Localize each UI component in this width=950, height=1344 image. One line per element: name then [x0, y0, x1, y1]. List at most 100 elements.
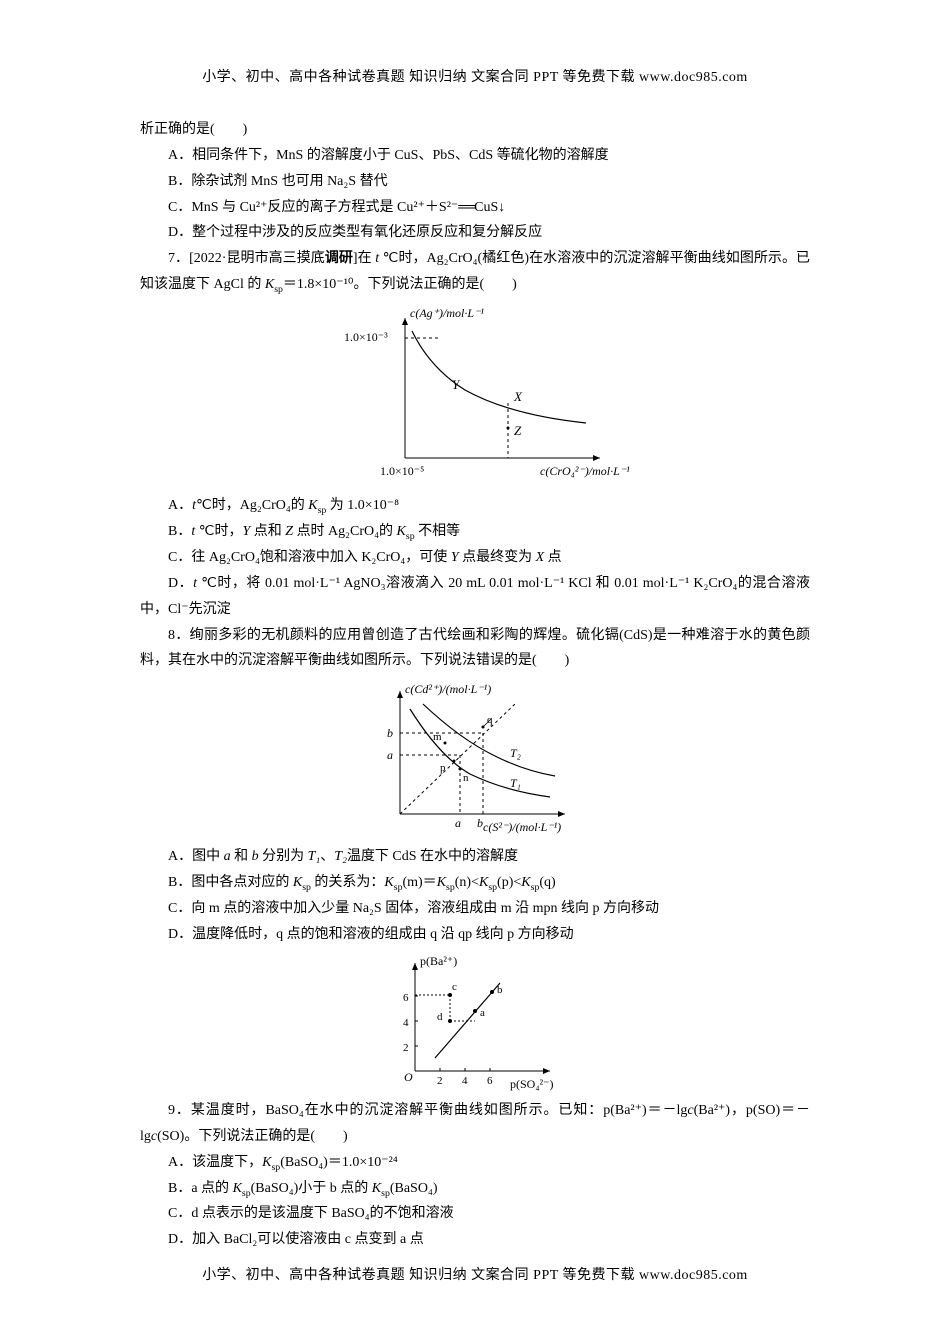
- q8b-6: (q): [539, 875, 555, 890]
- q9-d: d: [437, 1011, 443, 1023]
- q8b-1: B．图中各点对应的: [168, 875, 293, 890]
- q7-ytick: 1.0×10⁻³: [344, 330, 388, 344]
- q9-post: (SO)。下列说法正确的是( ): [157, 1129, 348, 1144]
- q9-option-b: B．a 点的 Ksp(BaSO₄)小于 b 点的 Ksp(BaSO₄): [140, 1176, 810, 1202]
- q7c-end: 点: [544, 550, 562, 565]
- q7-post1: ]在: [353, 251, 375, 266]
- k4: K: [479, 875, 488, 890]
- q9-yt4: 4: [403, 1017, 409, 1029]
- var-T2: T₂: [334, 849, 347, 864]
- q9-b: b: [497, 984, 503, 996]
- equals-sign-icon: ══: [458, 200, 474, 215]
- page-header: 小学、初中、高中各种试卷真题 知识归纳 文案合同 PPT 等免费下载 www.d…: [140, 65, 810, 91]
- q7-xtick: 1.0×10⁻⁵: [380, 464, 424, 478]
- sp-9b2: sp: [381, 1187, 390, 1198]
- k5: K: [521, 875, 530, 890]
- q7b-mid: ℃时，: [195, 524, 242, 539]
- q7b-final: 不相等: [415, 524, 461, 539]
- var-Z: Z: [285, 524, 293, 539]
- var-X-c: X: [536, 550, 545, 565]
- sub-sp-a: sp: [318, 505, 327, 516]
- q9-yt6: 6: [403, 992, 409, 1004]
- q9-ylabel: p(Ba²⁺): [420, 954, 457, 968]
- q6-stem-tail: 析正确的是( ): [140, 117, 810, 143]
- sp1: sp: [302, 882, 311, 893]
- q9-a: a: [480, 1007, 485, 1019]
- q7-ylabel: c(Ag⁺)/mol·L⁻¹: [410, 306, 484, 320]
- q9-yt2: 2: [403, 1042, 409, 1054]
- var-k: K: [265, 277, 274, 292]
- sp-9a: sp: [271, 1162, 280, 1173]
- q8-m: m: [433, 731, 442, 743]
- q8b-2: 的关系为：: [311, 875, 385, 890]
- q9a-pre: A．该温度下，: [168, 1155, 262, 1170]
- q8-T2: T₂: [510, 746, 521, 760]
- q7b-post: 点和: [250, 524, 285, 539]
- var-a: a: [224, 849, 231, 864]
- q6-option-c: C．MnS 与 Cu²⁺反应的离子方程式是 Cu²⁺＋S²⁻══CuS↓: [140, 195, 810, 221]
- q7-X: X: [513, 389, 523, 404]
- q7d-pre: D．: [168, 576, 193, 591]
- var-k-b: K: [397, 524, 406, 539]
- q8-tick-a-x: a: [455, 816, 461, 830]
- page-footer: 小学、初中、高中各种试卷真题 知识归纳 文案合同 PPT 等免费下载 www.d…: [0, 1263, 950, 1289]
- q7c-post: 点最终变为: [459, 550, 536, 565]
- q7c-pre: C．往 Ag₂CrO₄饱和溶液中加入 K₂CrO₄，可使: [168, 550, 451, 565]
- q7-figure: c(Ag⁺)/mol·L⁻¹ c(CrO₄²⁻)/mol·L⁻¹ 1.0×10⁻…: [310, 303, 640, 488]
- q8a-5: 温度下 CdS 在水中的溶解度: [347, 849, 518, 864]
- q8-tick-b-y: b: [387, 726, 393, 740]
- q8-option-b: B．图中各点对应的 Ksp 的关系为：Ksp(m)＝Ksp(n)<Ksp(p)<…: [140, 870, 810, 896]
- q8-tick-b-x: b: [477, 816, 483, 830]
- q6-option-a: A．相同条件下，MnS 的溶解度小于 CuS、PbS、CdS 等硫化物的溶解度: [140, 143, 810, 169]
- q7a-pre: A．: [168, 498, 192, 513]
- q8-ylabel: c(Cd²⁺)/(mol·L⁻¹): [405, 682, 491, 696]
- q9b-mid: (BaSO₄)小于 b 点的: [251, 1181, 372, 1196]
- q9-c: c: [452, 981, 457, 993]
- q8-stem: 8．绚丽多彩的无机颜料的应用曾创造了古代绘画和彩陶的辉煌。硫化镉(CdS)是一种…: [140, 623, 810, 675]
- q6-option-b: B．除杂试剂 MnS 也可用 Na₂S 替代: [140, 169, 810, 195]
- q7-option-c: C．往 Ag₂CrO₄饱和溶液中加入 K₂CrO₄，可使 Y 点最终变为 X 点: [140, 545, 810, 571]
- q6-option-d: D．整个过程中涉及的反应类型有氧化还原反应和复分解反应: [140, 220, 810, 246]
- q7-post3: ＝1.8×10⁻¹⁰。下列说法正确的是( ): [283, 277, 517, 292]
- var-Y-c: Y: [451, 550, 459, 565]
- var-T1: T₁: [308, 849, 321, 864]
- q9-stem: 9．某温度时，BaSO₄在水中的沉淀溶解平衡曲线如图所示。已知：p(Ba²⁺)＝…: [140, 1098, 810, 1150]
- q9-option-d: D．加入 BaCl₂可以使溶液由 c 点变到 a 点: [140, 1227, 810, 1253]
- sub-sp-b: sp: [406, 531, 415, 542]
- q7b-pre: B．: [168, 524, 191, 539]
- q8-option-d: D．温度降低时，q 点的饱和溶液的组成由 q 沿 qp 线向 p 方向移动: [140, 922, 810, 948]
- k1: K: [293, 875, 302, 890]
- q9-pre: 9．某温度时，BaSO₄在水中的沉淀溶解平衡曲线如图所示。已知：p(Ba²⁺)＝…: [168, 1103, 687, 1118]
- q9b-post: (BaSO₄): [390, 1181, 438, 1196]
- k2: K: [384, 875, 393, 890]
- q7a-post: 为 1.0×10⁻⁸: [326, 498, 399, 513]
- q7-Y: Y: [452, 377, 461, 392]
- q7-stem: 7．[2022·昆明市高三摸底调研]在 t ℃时，Ag₂CrO₄(橘红色)在水溶…: [140, 246, 810, 298]
- q8-n: n: [463, 772, 469, 784]
- sp4: sp: [488, 882, 497, 893]
- q7-pre: 7．[2022·昆明市高三摸底: [168, 251, 325, 266]
- q9-xt2: 2: [437, 1075, 443, 1087]
- q8a-4: 、: [320, 849, 334, 864]
- var-k-a: K: [308, 498, 317, 513]
- q8-option-c: C．向 m 点的溶液中加入少量 Na₂S 固体，溶液组成由 m 沿 mpn 线向…: [140, 896, 810, 922]
- q9b-pre: B．a 点的: [168, 1181, 233, 1196]
- q7b-end: 点时 Ag₂CrO₄的: [293, 524, 396, 539]
- k-9b1: K: [233, 1181, 242, 1196]
- q6c-post: CuS↓: [474, 200, 505, 215]
- q8a-1: A．图中: [168, 849, 224, 864]
- q9-xlabel: p(SO₄²⁻): [510, 1077, 553, 1091]
- q8-tick-a-y: a: [387, 748, 393, 762]
- q7-Z: Z: [514, 423, 522, 438]
- k-9b2: K: [372, 1181, 381, 1196]
- q8b-4: (n)<: [455, 875, 479, 890]
- q7-option-b: B．t ℃时，Y 点和 Z 点时 Ag₂CrO₄的 Ksp 不相等: [140, 519, 810, 545]
- q7-xlabel: c(CrO₄²⁻)/mol·L⁻¹: [540, 464, 630, 478]
- q8-option-a: A．图中 a 和 b 分别为 T₁、T₂温度下 CdS 在水中的溶解度: [140, 844, 810, 870]
- q9-figure: p(Ba²⁺) p(SO₄²⁻) 2 4 6 2 4 6 O a b c d: [380, 953, 570, 1093]
- q7a-mid: ℃时，Ag₂CrO₄的: [196, 498, 308, 513]
- q8-xlabel: c(S²⁻)/(mol·L⁻¹): [483, 820, 561, 834]
- sub-sp: sp: [274, 284, 283, 295]
- q8b-3: (m)＝: [402, 875, 436, 890]
- q7-option-d: D．t ℃时，将 0.01 mol·L⁻¹ AgNO₃溶液滴入 20 mL 0.…: [140, 571, 810, 623]
